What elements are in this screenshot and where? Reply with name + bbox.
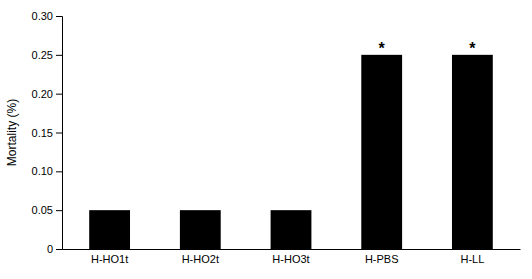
y-tick: 0.25: [32, 49, 62, 61]
bar: [361, 55, 402, 249]
y-tick: 0.10: [32, 165, 62, 177]
significance-marker: *: [379, 40, 386, 57]
x-axis-line: [63, 249, 521, 250]
bar: [89, 210, 130, 249]
y-tick-label: 0.10: [32, 165, 53, 177]
chart-svg: 00.050.100.150.200.250.30H-HO1tH-HO2tH-H…: [0, 0, 532, 279]
y-tick-mark: [56, 210, 62, 211]
x-axis: H-HO1t H-HO2t H-HO3t H-PBS H-LL: [63, 250, 521, 265]
x-tick-label: H-HO2t: [182, 253, 219, 265]
y-tick-mark: [56, 55, 62, 56]
y-tick-mark: [56, 249, 62, 250]
y-tick: 0.05: [32, 204, 62, 216]
y-axis-title: Mortality (%): [5, 99, 19, 166]
plot: 00.050.100.150.200.250.30H-HO1tH-HO2tH-H…: [32, 10, 521, 265]
y-tick: 0.20: [32, 88, 62, 100]
y-tick-mark: [56, 94, 62, 95]
y-tick-label: 0: [47, 243, 53, 255]
y-tick: 0.30: [32, 10, 62, 22]
y-tick-label: 0.05: [32, 204, 53, 216]
x-tick-label: H-PBS: [365, 253, 399, 265]
bar: [180, 210, 221, 249]
annotations: **: [379, 40, 477, 57]
chart-container: 00.050.100.150.200.250.30H-HO1tH-HO2tH-H…: [0, 0, 532, 279]
y-tick: 0.15: [32, 127, 62, 139]
x-tick-label: H-LL: [460, 253, 484, 265]
x-tick: H-LL: [460, 253, 484, 265]
x-tick-label: H-HO3t: [272, 253, 309, 265]
y-tick-mark: [56, 133, 62, 134]
x-tick: H-PBS: [365, 253, 399, 265]
x-tick-label: H-HO1t: [91, 253, 128, 265]
y-tick-mark: [56, 171, 62, 172]
y-tick-label: 0.15: [32, 127, 53, 139]
x-tick: H-HO1t: [91, 253, 128, 265]
y-tick-mark: [56, 16, 62, 17]
x-tick: H-HO3t: [272, 253, 309, 265]
bar: [452, 55, 493, 249]
y-axis-line: [56, 17, 63, 250]
y-tick-label: 0.30: [32, 10, 53, 22]
significance-marker: *: [469, 40, 476, 57]
bars: [89, 55, 493, 249]
y-tick: 0: [47, 243, 62, 255]
bar: [271, 210, 312, 249]
y-tick-label: 0.20: [32, 88, 53, 100]
x-tick: H-HO2t: [182, 253, 219, 265]
y-axis: 0 0.05 0.10 0.15 0.20 0.25 0.30: [32, 10, 63, 255]
y-tick-label: 0.25: [32, 49, 53, 61]
